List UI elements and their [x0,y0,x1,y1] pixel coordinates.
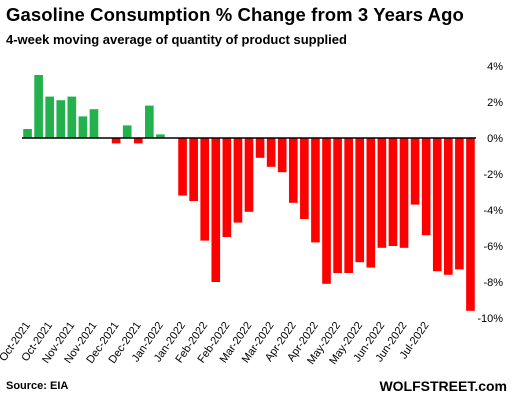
bar [244,138,254,212]
bar [23,129,32,138]
y-tick-label: -10% [477,313,503,325]
bar [444,138,453,275]
bar [311,138,320,243]
bar [377,138,387,248]
bar [233,138,243,223]
bar [200,138,210,241]
bar [145,105,154,138]
bar [355,138,365,263]
bar [288,138,298,203]
bar [156,134,165,138]
bar [333,138,342,273]
bar [178,138,187,196]
bar [277,138,287,173]
bar [432,138,442,272]
bar [466,138,475,311]
y-tick-label: -6% [483,241,503,253]
bar [388,138,398,246]
bar [78,116,88,138]
y-tick-label: -4% [483,205,503,217]
bar [111,138,121,144]
bar [322,138,331,284]
y-tick-label: 2% [487,97,503,109]
bar [133,138,143,144]
bar [56,100,66,138]
bar [421,138,431,236]
bar [67,96,77,138]
bar [189,138,198,201]
x-axis: Oct-2021Oct-2021Nov-2021Nov-2021Dec-2021… [0,320,432,367]
bar [89,109,99,138]
y-tick-label: -8% [483,277,503,289]
bars-group [23,75,475,311]
y-tick-label: -2% [483,169,503,181]
bar [211,138,221,282]
bar [366,138,376,268]
y-tick-label: 0% [487,133,503,145]
y-tick-label: 4% [487,61,503,73]
bar [45,96,54,138]
bar [300,138,309,219]
bar [255,138,265,158]
y-axis: 4% 2% 0% -2% -4% -6% -8% -10% [477,61,503,325]
chart-title: Gasoline Consumption % Change from 3 Yea… [6,4,464,25]
bar [455,138,464,270]
source-note: Source: EIA [6,380,69,392]
chart-subtitle: 4-week moving average of quantity of pro… [6,32,347,47]
bar [344,138,353,273]
bar [122,125,132,138]
bar [399,138,409,248]
bar [222,138,232,237]
brand-label: WOLFSTREET.com [379,378,507,394]
bar [34,75,43,138]
bar [410,138,420,205]
bar [266,138,276,167]
